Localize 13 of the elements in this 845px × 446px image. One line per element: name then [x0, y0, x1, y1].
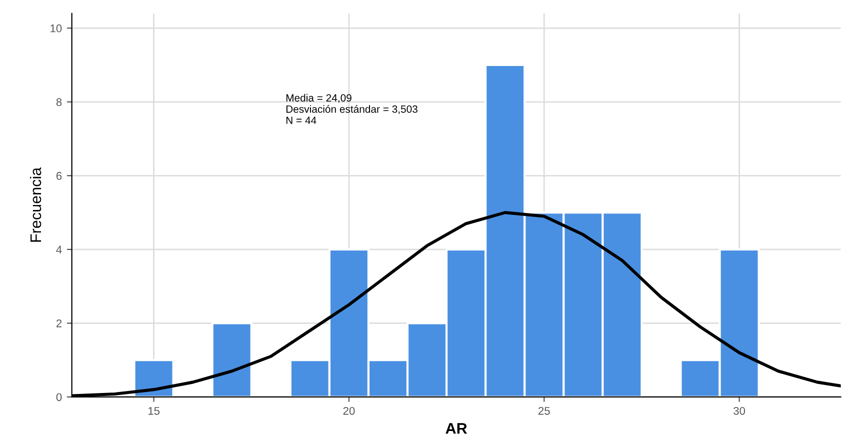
y-axis-title: Frecuencia: [30, 167, 42, 242]
y-tick-label: 0: [56, 393, 62, 402]
y-tick-label: 4: [56, 246, 62, 254]
y-tick-label: 6: [56, 172, 62, 180]
y-tick-label: 10: [50, 24, 62, 32]
x-tick-label: 15: [148, 407, 160, 415]
y-tick-label: 8: [56, 98, 62, 106]
x-tick-label: 30: [734, 406, 746, 415]
x-axis-title: AR: [446, 423, 468, 434]
y-tick-label: 2: [56, 319, 62, 328]
annotation: Media = 24,09 Desviación estándar = 3,503 N = 44: [286, 94, 418, 124]
x-tick-label: 25: [538, 406, 550, 415]
x-tick-label: 20: [343, 406, 355, 415]
